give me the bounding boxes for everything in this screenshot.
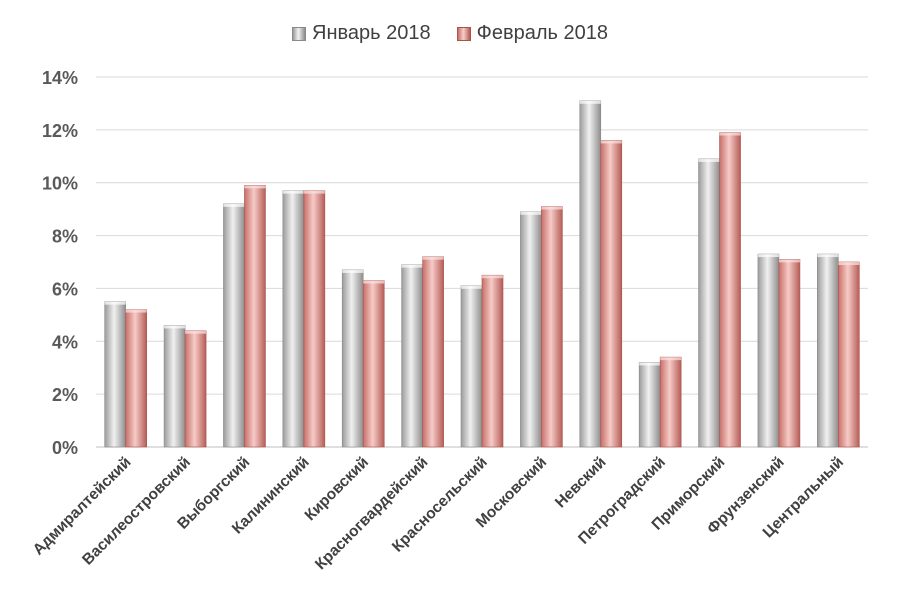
- bar-january: [520, 211, 542, 448]
- bar-february: [244, 185, 266, 448]
- x-tick-label: Василеостровский: [79, 454, 194, 569]
- bar-february: [422, 256, 444, 448]
- bar-top-highlight: [282, 190, 304, 194]
- bar-february: [719, 132, 741, 448]
- bar-top-highlight: [698, 158, 720, 162]
- bar-january: [817, 253, 839, 448]
- bar-top-highlight: [600, 140, 622, 144]
- bar-top-highlight: [838, 262, 860, 265]
- legend-label-january: Январь 2018: [312, 22, 431, 44]
- y-tick-label: 2%: [52, 385, 78, 405]
- y-axis-ticks: 0% 2% 4% 6% 8% 10% 12% 14%: [42, 68, 78, 458]
- bar-top-highlight: [164, 325, 186, 329]
- bar-january: [104, 301, 126, 448]
- y-tick-label: 10%: [42, 174, 78, 194]
- bar-january: [282, 190, 305, 448]
- bar-top-highlight: [223, 203, 245, 207]
- bar-february: [659, 356, 682, 448]
- bar-february: [481, 274, 504, 448]
- bar-top-highlight: [422, 256, 444, 260]
- bar-january: [579, 100, 602, 448]
- bar-top-highlight: [104, 301, 126, 305]
- bar-january: [341, 269, 364, 448]
- x-tick-label: Адмиралтейский: [30, 454, 135, 559]
- bar-top-highlight: [482, 275, 503, 279]
- bars: [104, 100, 860, 448]
- bar-february: [778, 259, 801, 448]
- bar-top-highlight: [125, 309, 147, 313]
- bar-top-highlight: [342, 269, 364, 273]
- bar-january: [460, 285, 483, 448]
- bar-top-highlight: [303, 190, 325, 194]
- legend-item-january: Январь 2018: [292, 22, 431, 45]
- bar-top-highlight: [520, 211, 542, 215]
- y-tick-label: 4%: [52, 332, 78, 352]
- bar-january: [638, 362, 661, 448]
- bar-top-highlight: [363, 280, 385, 284]
- legend-swatch-february: [456, 26, 471, 41]
- bar-top-highlight: [579, 100, 601, 104]
- y-tick-label: 8%: [52, 227, 78, 247]
- bar-february: [541, 206, 563, 448]
- bar-top-highlight: [757, 254, 779, 258]
- legend-swatch-january: [292, 26, 307, 41]
- x-axis-labels: АдмиралтейскийВасилеостровскийВыборгский…: [30, 454, 847, 573]
- legend-item-february: Февраль 2018: [456, 22, 608, 45]
- bar-january: [163, 325, 186, 448]
- bar-top-highlight: [660, 357, 682, 361]
- bar-january: [223, 203, 245, 448]
- y-tick-label: 14%: [42, 68, 78, 88]
- bar-february: [362, 280, 385, 448]
- bar-february: [125, 309, 147, 448]
- bar-top-highlight: [244, 185, 266, 189]
- y-tick-label: 0%: [52, 438, 78, 458]
- legend: Январь 2018 Февраль 2018: [0, 22, 900, 45]
- bar-top-highlight: [185, 330, 207, 334]
- bar-february: [600, 140, 623, 448]
- bar-top-highlight: [639, 362, 661, 366]
- x-tick-label: Невский: [552, 454, 610, 512]
- y-tick-label: 12%: [42, 121, 78, 141]
- bar-top-highlight: [778, 259, 800, 263]
- bar-february: [303, 190, 326, 448]
- x-tick-label: Красногвардейский: [312, 454, 431, 573]
- bar-february: [184, 330, 207, 448]
- bar-top-highlight: [401, 264, 423, 268]
- bar-top-highlight: [719, 132, 741, 136]
- bar-january: [757, 253, 780, 448]
- bar-top-highlight: [541, 206, 563, 210]
- legend-label-february: Февраль 2018: [476, 22, 608, 44]
- bar-top-highlight: [461, 285, 482, 289]
- y-tick-label: 6%: [52, 279, 78, 299]
- bar-january: [698, 158, 720, 448]
- bar-february: [838, 261, 860, 448]
- bar-top-highlight: [817, 254, 839, 258]
- bar-january: [401, 264, 423, 448]
